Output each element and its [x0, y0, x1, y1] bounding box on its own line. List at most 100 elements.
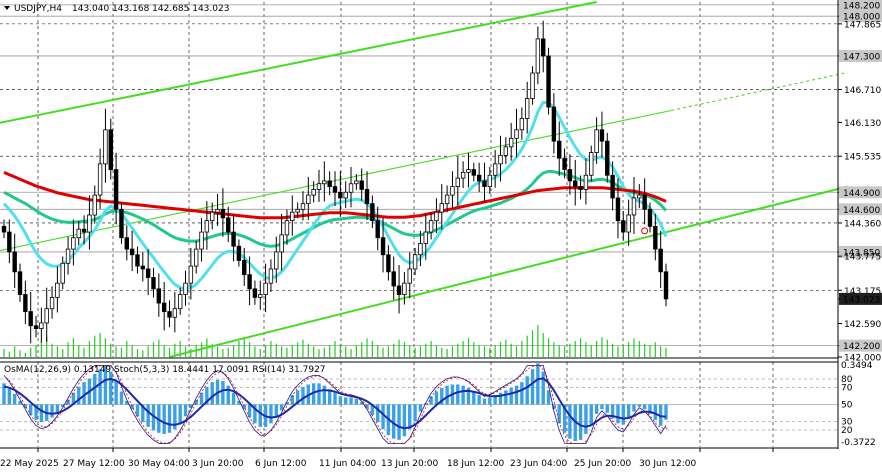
- volume-bars: [3, 325, 667, 357]
- candle-body: [482, 180, 487, 187]
- candle-body: [455, 177, 460, 188]
- volume-bar: [473, 342, 475, 357]
- osma-panel: [0, 361, 838, 445]
- candle-body: [167, 311, 172, 318]
- stoch-signal-line: [5, 364, 668, 445]
- middle-channel-dashed: [671, 71, 848, 112]
- osma-bar: [226, 385, 230, 405]
- candlesticks: [1, 20, 669, 344]
- volume-bar: [30, 347, 32, 357]
- volume-bar: [457, 343, 459, 357]
- price-tag-label: 144.600: [843, 206, 880, 216]
- osma-bar: [114, 380, 118, 405]
- volume-bar: [612, 343, 614, 357]
- volume-bar: [24, 353, 26, 357]
- candle-body: [508, 137, 514, 148]
- volume-bar: [88, 341, 91, 357]
- osma-bar: [311, 383, 316, 405]
- volume-bar: [227, 347, 229, 357]
- candle-body: [380, 237, 386, 256]
- osma-bar: [23, 404, 28, 409]
- volume-bar: [281, 346, 283, 357]
- volume-bar: [216, 346, 219, 357]
- osma-bar: [541, 371, 545, 405]
- volume-bar: [40, 341, 42, 357]
- volume-bar: [590, 345, 592, 357]
- osma-bar: [135, 404, 140, 417]
- volume-bar: [302, 339, 304, 357]
- candle-body: [183, 282, 188, 295]
- time-label: 27 May 12:00: [63, 459, 125, 469]
- osma-bar: [557, 404, 561, 424]
- volume-bar: [222, 349, 224, 357]
- candle-body: [87, 214, 92, 233]
- candle-body: [226, 217, 231, 233]
- osma-bar: [552, 404, 556, 410]
- candle-body: [129, 248, 135, 256]
- price-tag-box: [839, 10, 882, 23]
- volume-bar: [297, 342, 299, 357]
- price-tag-box: [839, 339, 882, 352]
- candle-body: [642, 194, 647, 210]
- osma-bar: [456, 384, 460, 405]
- time-label: 11 Jun 04:00: [319, 459, 376, 469]
- collapse-triangle-icon[interactable]: [4, 6, 10, 10]
- chart-header: USDJPY,H4 143.040 143.168 142.685 143.02…: [4, 4, 229, 14]
- osma-bar: [440, 388, 444, 405]
- volume-bar: [270, 341, 272, 357]
- volume-bar: [414, 347, 416, 357]
- candle-body: [541, 38, 546, 57]
- osma-bar: [525, 376, 529, 405]
- volume-bar: [558, 345, 560, 357]
- price-tick-label: 143.175: [844, 287, 881, 297]
- price-tag-label: 147.300: [843, 52, 880, 62]
- osma-bar: [509, 388, 513, 405]
- osma-bar: [109, 371, 113, 405]
- price-tick-label: 144.360: [844, 219, 881, 229]
- candle-body: [161, 302, 167, 312]
- candle-body: [348, 183, 354, 193]
- osma-tick-label: 50: [841, 401, 853, 411]
- volume-bar: [67, 342, 69, 357]
- volume-bar: [120, 347, 123, 357]
- osma-tick-label: 20: [841, 426, 853, 436]
- volume-bar: [638, 341, 640, 357]
- price-tag-box: [839, 292, 882, 305]
- osma-bar: [658, 404, 663, 426]
- osma-tick-label: 0.3494: [841, 361, 873, 371]
- time-label: 3 Jun 20:00: [192, 459, 244, 469]
- osma-bar: [221, 380, 225, 405]
- candle-body: [12, 251, 17, 273]
- osma-bar: [327, 389, 332, 405]
- candle-body: [444, 194, 450, 205]
- symbol-label: USDJPY,H4: [14, 4, 62, 14]
- osma-bar: [359, 402, 364, 405]
- volume-bar: [574, 341, 576, 357]
- osma-bar: [269, 404, 273, 424]
- osma-bar: [664, 404, 668, 420]
- time-label: 30 Jun 12:00: [639, 459, 696, 469]
- candle-body: [439, 203, 444, 213]
- volume-bar: [163, 345, 165, 357]
- time-label: 30 May 04:00: [128, 459, 190, 469]
- price-tag-box: [839, 49, 882, 62]
- candle-body: [1, 225, 7, 233]
- candle-body: [589, 152, 594, 176]
- candle-body: [599, 129, 605, 142]
- osma-bar: [530, 369, 535, 405]
- osma-bar: [189, 404, 193, 409]
- osma-bar: [402, 404, 407, 437]
- osma-bar: [301, 386, 305, 405]
- osma-bar: [594, 404, 599, 414]
- price-tag-box: [839, 245, 882, 258]
- candle-body: [658, 248, 663, 273]
- candle-body: [359, 180, 364, 190]
- candle-body: [338, 191, 343, 199]
- candle-body: [605, 140, 610, 176]
- candle-body: [177, 294, 183, 310]
- osma-bar: [125, 400, 129, 405]
- volume-bar: [654, 342, 656, 357]
- volume-bar: [46, 337, 48, 357]
